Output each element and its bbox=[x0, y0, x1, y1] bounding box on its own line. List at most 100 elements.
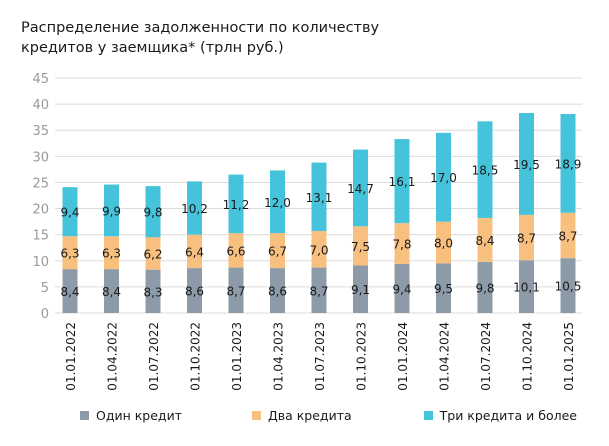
bar-segment bbox=[519, 214, 534, 261]
x-tick-label: 01.01.2024 bbox=[396, 322, 410, 391]
x-tick-label: 01.10.2024 bbox=[521, 322, 535, 391]
legend-swatch bbox=[423, 411, 433, 420]
y-tick-label: 20 bbox=[32, 203, 49, 218]
bar-segment bbox=[62, 236, 78, 270]
bar-segment bbox=[560, 212, 576, 259]
bar-segment bbox=[394, 139, 410, 224]
data-label: 6,2 bbox=[143, 247, 162, 261]
bar-segment bbox=[62, 269, 78, 313]
data-label: 6,7 bbox=[268, 245, 287, 259]
bar-segment bbox=[519, 112, 534, 215]
bar-segment bbox=[436, 221, 451, 264]
legend-swatch bbox=[80, 411, 89, 420]
bar-segment bbox=[228, 174, 244, 234]
data-label: 6,3 bbox=[102, 247, 121, 261]
bar-segment bbox=[519, 260, 534, 313]
y-tick-label: 25 bbox=[32, 176, 49, 191]
bar-segment bbox=[104, 269, 119, 313]
data-label: 8,6 bbox=[268, 285, 287, 299]
data-label: 9,4 bbox=[60, 206, 79, 220]
bar-segment bbox=[353, 265, 368, 313]
data-label: 8,7 bbox=[309, 284, 328, 298]
bar-segment bbox=[145, 186, 161, 238]
x-tick-label: 01.10.2023 bbox=[355, 322, 369, 391]
bar-segment bbox=[477, 261, 493, 313]
data-label: 19,5 bbox=[513, 158, 540, 172]
data-label: 18,9 bbox=[555, 157, 582, 171]
data-label: 8,4 bbox=[475, 234, 494, 248]
bar-segment bbox=[394, 263, 410, 313]
data-label: 17,0 bbox=[430, 171, 457, 185]
bar-segment bbox=[353, 149, 368, 227]
legend-label: Два кредита bbox=[267, 408, 352, 423]
bar-segment bbox=[104, 236, 119, 270]
data-label: 9,1 bbox=[351, 283, 370, 297]
data-label: 16,1 bbox=[389, 175, 416, 189]
legend: Один кредит Два кредита Три кредита и боле… bbox=[80, 408, 577, 423]
x-tick-label: 01.07.2024 bbox=[479, 322, 493, 391]
data-label: 8,0 bbox=[434, 237, 453, 251]
data-label: 10,1 bbox=[513, 281, 540, 295]
x-tick-label: 01.10.2022 bbox=[189, 322, 203, 391]
bar-segment bbox=[228, 233, 244, 268]
data-label: 8,3 bbox=[143, 285, 162, 299]
data-label: 6,4 bbox=[185, 245, 204, 259]
bar-segment bbox=[187, 268, 202, 313]
y-tick-label: 0 bbox=[41, 307, 49, 322]
bar-segment bbox=[187, 181, 202, 235]
legend-item: Два кредита bbox=[251, 408, 352, 423]
data-label: 8,4 bbox=[60, 285, 79, 299]
legend-item: Три кредита и более bbox=[423, 408, 577, 423]
bar-segment bbox=[270, 233, 285, 269]
bar-segment bbox=[311, 162, 327, 232]
y-tick-label: 40 bbox=[32, 98, 49, 113]
x-tick-label: 01.01.2023 bbox=[230, 322, 244, 391]
x-tick-label: 01.04.2024 bbox=[438, 322, 452, 391]
data-label: 10,2 bbox=[181, 202, 208, 216]
data-label: 6,6 bbox=[226, 244, 245, 258]
bar-segment bbox=[436, 132, 451, 222]
data-label: 8,7 bbox=[517, 232, 536, 246]
data-label: 8,7 bbox=[226, 284, 245, 298]
data-label: 6,3 bbox=[60, 247, 79, 261]
legend-label: Один кредит bbox=[96, 408, 182, 423]
y-tick-label: 15 bbox=[32, 229, 49, 244]
data-label: 12,0 bbox=[264, 196, 291, 210]
bar-segment bbox=[436, 263, 451, 313]
data-label: 14,7 bbox=[347, 182, 374, 196]
data-label: 8,4 bbox=[102, 285, 121, 299]
x-tick-label: 01.01.2025 bbox=[562, 322, 576, 391]
data-label: 9,4 bbox=[392, 282, 411, 296]
legend-swatch bbox=[251, 411, 261, 420]
data-label: 9,5 bbox=[434, 282, 453, 296]
bar-segment bbox=[560, 258, 576, 313]
bar-segment bbox=[270, 170, 285, 234]
x-tick-label: 01.04.2023 bbox=[272, 322, 286, 391]
y-tick-label: 5 bbox=[41, 281, 49, 296]
legend-label: Три кредита и более bbox=[439, 408, 577, 423]
x-tick-label: 01.07.2023 bbox=[313, 322, 327, 391]
bar-segment bbox=[560, 114, 576, 213]
bar-segment bbox=[394, 223, 410, 264]
bar-segment bbox=[104, 184, 119, 237]
data-label: 7,0 bbox=[309, 243, 328, 257]
x-tick-label: 01.07.2022 bbox=[147, 322, 161, 391]
bar-segment bbox=[187, 234, 202, 269]
bar-segment bbox=[477, 121, 493, 218]
x-tick-label: 01.04.2022 bbox=[106, 322, 120, 391]
bar-segment bbox=[311, 231, 327, 268]
legend-item: Один кредит bbox=[80, 408, 182, 423]
data-label: 8,7 bbox=[558, 229, 577, 243]
bar-segment bbox=[353, 226, 368, 266]
bar-segment bbox=[228, 267, 244, 313]
y-tick-label: 45 bbox=[32, 72, 49, 87]
y-tick-label: 30 bbox=[32, 150, 49, 165]
y-tick-label: 10 bbox=[32, 255, 49, 270]
data-label: 11,2 bbox=[223, 198, 250, 212]
chart-title: Распределение задолженности по количеств… bbox=[21, 20, 380, 56]
data-label: 7,5 bbox=[351, 240, 370, 254]
data-label: 10,5 bbox=[555, 280, 582, 294]
data-label: 13,1 bbox=[306, 191, 333, 205]
y-tick-label: 35 bbox=[32, 124, 49, 139]
